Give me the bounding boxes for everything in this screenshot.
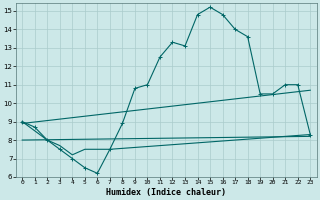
X-axis label: Humidex (Indice chaleur): Humidex (Indice chaleur)	[106, 188, 226, 197]
